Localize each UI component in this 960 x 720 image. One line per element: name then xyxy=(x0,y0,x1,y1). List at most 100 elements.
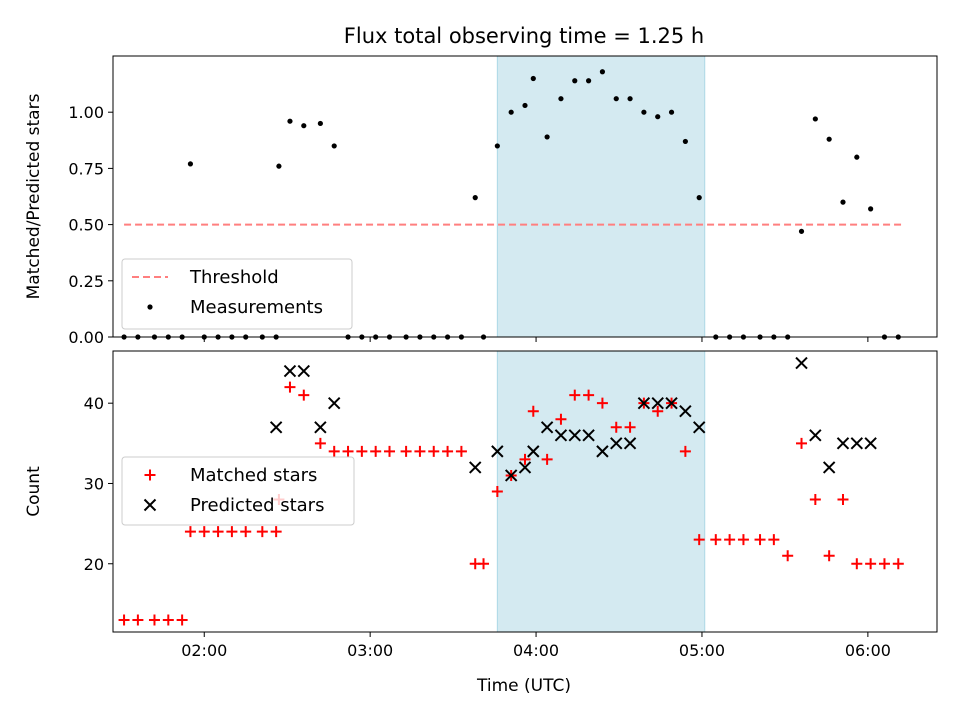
y-tick-label: 40 xyxy=(84,394,104,413)
matched-star-point xyxy=(865,558,877,570)
measurement-point xyxy=(599,69,606,75)
legend-label: Threshold xyxy=(189,267,279,288)
measurement-point xyxy=(472,195,478,201)
predicted-star-point xyxy=(568,429,581,442)
predicted-star-point xyxy=(518,461,532,474)
predicted-star-point xyxy=(596,445,609,458)
predicted-star-point xyxy=(623,437,637,450)
matched-star-point xyxy=(596,397,608,409)
y-tick-label: 30 xyxy=(84,474,104,493)
predicted-star-point xyxy=(491,445,504,458)
measurement-point xyxy=(287,118,293,124)
matched-star-point xyxy=(809,494,821,506)
legend-matched-swatch xyxy=(144,469,156,481)
matched-star-point xyxy=(132,614,144,626)
matched-star-point xyxy=(162,614,174,626)
y-tick-label: 0.25 xyxy=(68,272,104,291)
predicted-star-point xyxy=(692,421,706,434)
measurement-point xyxy=(826,136,832,142)
matched-star-point xyxy=(782,550,794,562)
matched-star-point xyxy=(710,534,722,546)
matched-star-point xyxy=(892,558,904,570)
matched-star-point xyxy=(342,445,354,457)
matched-star-point xyxy=(328,445,340,457)
matched-star-point xyxy=(270,526,282,538)
matched-star-point xyxy=(527,405,539,417)
matched-star-point xyxy=(414,445,426,457)
y-tick-label: 0.00 xyxy=(68,328,104,347)
legend-measurement-swatch xyxy=(147,304,153,310)
matched-star-point xyxy=(118,614,130,626)
matched-star-point xyxy=(768,534,780,546)
matched-star-point xyxy=(384,445,396,457)
measurement-point xyxy=(696,195,702,201)
predicted-star-point xyxy=(504,469,518,482)
matched-star-point xyxy=(583,389,595,401)
measurement-point xyxy=(641,109,647,115)
x-tick-label: 06:00 xyxy=(845,641,891,660)
shaded-interval xyxy=(496,350,706,633)
measurement-point xyxy=(812,116,818,122)
predicted-star-point xyxy=(297,364,310,378)
measurement-point xyxy=(868,206,874,212)
predicted-star-point xyxy=(809,429,822,442)
measurement-point xyxy=(840,199,846,205)
y-tick-label: 0.75 xyxy=(68,159,104,178)
measurement-point xyxy=(508,109,514,115)
predicted-star-point xyxy=(651,396,664,410)
measurement-point xyxy=(544,134,550,140)
matched-star-point xyxy=(737,534,749,546)
predicted-star-point xyxy=(269,421,283,434)
legend: Threshold Measurements xyxy=(121,258,353,330)
matched-star-point xyxy=(491,486,503,497)
matched-star-point xyxy=(148,614,160,626)
matched-star-point xyxy=(370,445,382,457)
predicted-star-point xyxy=(836,437,850,450)
matched-star-point xyxy=(555,413,567,425)
matched-star-point xyxy=(226,526,238,538)
matched-star-point xyxy=(455,445,467,457)
x-tick-label: 04:00 xyxy=(513,641,559,660)
matched-star-point xyxy=(400,445,412,457)
predicted-star-point xyxy=(283,364,297,378)
matched-star-point xyxy=(198,526,210,538)
x-axis-title: Time (UTC) xyxy=(476,676,571,696)
predicted-star-point xyxy=(665,396,678,410)
measurement-point xyxy=(854,154,860,160)
measurement-point xyxy=(613,96,619,102)
matched-star-point xyxy=(184,526,196,538)
predicted-star-point xyxy=(314,421,327,434)
matched-star-point xyxy=(240,526,252,538)
matched-star-point xyxy=(176,614,188,626)
predicted-star-point xyxy=(795,356,808,370)
legend-label: Matched stars xyxy=(190,465,317,486)
shaded-interval xyxy=(496,55,706,338)
matched-star-point xyxy=(610,421,622,433)
measurement-point xyxy=(494,143,500,149)
matched-star-point xyxy=(724,534,736,546)
predicted-star-point xyxy=(582,429,595,442)
chart-title: Flux total observing time = 1.25 h xyxy=(344,24,704,48)
matched-star-point xyxy=(851,558,863,570)
matched-star-point xyxy=(679,445,691,457)
measurement-point xyxy=(301,123,307,129)
x-tick-label: 05:00 xyxy=(679,641,725,660)
y-axis-title: Count xyxy=(24,466,44,517)
predicted-star-point xyxy=(469,461,482,474)
measurement-point xyxy=(627,96,633,102)
x-tick-label: 02:00 xyxy=(181,641,227,660)
measurement-point xyxy=(187,161,194,167)
matched-star-point xyxy=(754,534,766,546)
predicted-star-point xyxy=(850,437,864,450)
measurement-point xyxy=(798,228,805,234)
matched-star-point xyxy=(356,445,368,457)
matched-star-point xyxy=(796,437,808,449)
legend-label: Measurements xyxy=(190,297,323,318)
measurement-point xyxy=(522,102,528,109)
legend-predicted-swatch xyxy=(143,498,157,512)
matched-star-point xyxy=(541,453,553,465)
legend-label: Predicted stars xyxy=(190,495,324,516)
matched-star-point xyxy=(652,405,664,417)
